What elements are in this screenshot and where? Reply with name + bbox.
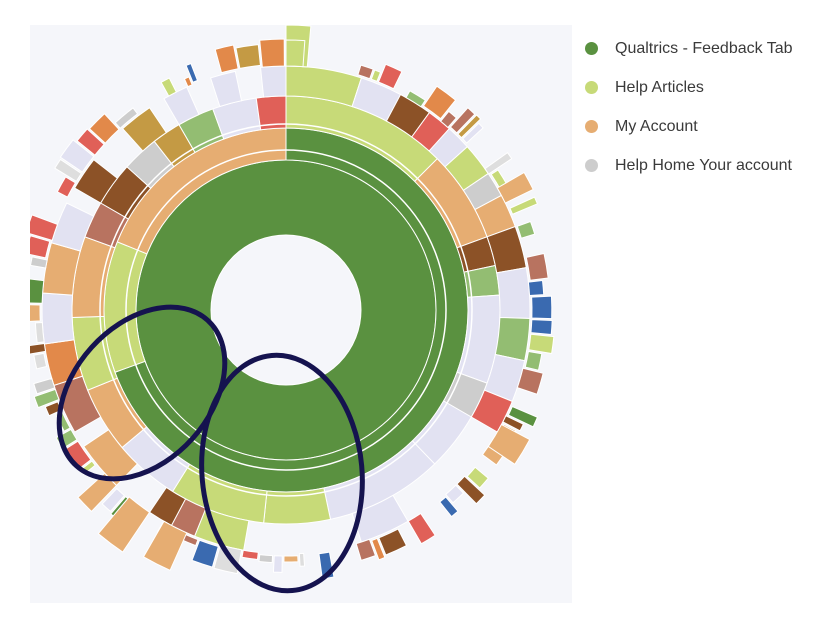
legend-label: Qualtrics - Feedback Tab — [615, 39, 793, 57]
ring-segment-outer[interactable] — [507, 405, 539, 428]
legend-label: Help Articles — [615, 78, 704, 96]
ring-segment-outer[interactable] — [407, 512, 436, 545]
ring-segment-outer[interactable] — [191, 539, 219, 568]
ring-segment-outer[interactable] — [33, 352, 48, 370]
ring-segment-outer[interactable] — [370, 69, 382, 83]
ring-segment-outer[interactable] — [160, 77, 177, 97]
ring-segment-outer[interactable] — [371, 537, 386, 561]
ring-segment-outer[interactable] — [258, 554, 274, 564]
ring-segment-outer[interactable] — [76, 128, 105, 156]
ring-segment-outer[interactable] — [378, 528, 408, 556]
ring-segment-outer[interactable] — [439, 496, 459, 518]
ring-segment-outer[interactable] — [405, 90, 426, 108]
ring-segment-outer[interactable] — [33, 388, 60, 409]
legend-swatch — [585, 42, 598, 55]
ring-segment-outer[interactable] — [528, 333, 555, 355]
ring-segment-outer[interactable] — [88, 113, 120, 144]
ring-segment-level4[interactable] — [74, 159, 119, 204]
ring-segment-outer[interactable] — [30, 342, 47, 356]
ring-segment-outer[interactable] — [516, 220, 536, 239]
legend-label: Help Home Your account — [615, 156, 792, 174]
ring-segment-outer[interactable] — [241, 549, 259, 561]
ring-segment-level4[interactable] — [41, 292, 75, 345]
ring-segment-outer[interactable] — [456, 475, 486, 505]
annotation-circle-bottom — [199, 352, 365, 594]
ring-segment-outer[interactable] — [377, 63, 403, 90]
ring-segment-outer[interactable] — [516, 367, 544, 395]
ring-segment-outer[interactable] — [34, 322, 45, 344]
ring-segment-spike[interactable] — [77, 472, 118, 513]
ring-segment-outer[interactable] — [101, 487, 126, 513]
legend-item[interactable]: Help Articles — [580, 68, 830, 107]
ring-segment-outer[interactable] — [272, 555, 283, 573]
ring-segment-outer[interactable] — [449, 107, 476, 134]
ring-segment-outer[interactable] — [30, 256, 48, 269]
ring-separator — [125, 149, 447, 471]
ring-segment-outer[interactable] — [484, 151, 513, 175]
ring-segment-outer[interactable] — [114, 107, 139, 129]
ring-segment-outer[interactable] — [183, 76, 193, 88]
ring-segment-spike[interactable] — [97, 496, 151, 553]
ring-segment-outer[interactable] — [54, 158, 83, 183]
ring-segment-outer[interactable] — [422, 85, 457, 120]
legend: Qualtrics - Feedback Tab Help Articles My … — [580, 29, 830, 185]
legend-item[interactable]: Qualtrics - Feedback Tab — [580, 29, 830, 68]
ring-segment-outer[interactable] — [527, 279, 545, 297]
ring-segment-outer[interactable] — [259, 38, 285, 68]
ring-segment-level4[interactable] — [259, 65, 287, 98]
ring-segment-outer[interactable] — [531, 295, 553, 320]
annotation-circle-left — [56, 304, 228, 482]
ring-segment-level4[interactable] — [122, 107, 168, 152]
ring-segment-outer[interactable] — [509, 196, 539, 215]
ring-segment-outer[interactable] — [355, 538, 377, 561]
legend-item[interactable]: My Account — [580, 107, 830, 146]
ring-segment-level4[interactable] — [494, 316, 531, 362]
ring-segment-spike[interactable] — [496, 171, 534, 204]
ring-segment-spike[interactable] — [142, 520, 188, 572]
sunburst-chart[interactable] — [30, 25, 572, 603]
legend-swatch — [585, 81, 598, 94]
ring-segment-spike[interactable] — [285, 39, 306, 68]
ring-segment-level4[interactable] — [470, 389, 513, 433]
ring-segment-outer[interactable] — [283, 555, 299, 563]
ring-segment-outer[interactable] — [525, 252, 549, 281]
legend-item[interactable]: Help Home Your account — [580, 146, 830, 185]
ring-segment-outer[interactable] — [235, 44, 261, 69]
ring-segment-outer[interactable] — [33, 377, 56, 395]
ring-segment-outer[interactable] — [439, 110, 458, 129]
ring-segment-outer[interactable] — [214, 44, 239, 74]
legend-label: My Account — [615, 117, 698, 135]
chart-panel — [30, 25, 572, 603]
ring-segment-level4[interactable] — [496, 267, 531, 320]
ring-segment-outer[interactable] — [462, 122, 484, 144]
ring-segment-spike[interactable] — [487, 423, 531, 466]
legend-swatch — [585, 120, 598, 133]
ring-segment-outer[interactable] — [524, 350, 543, 371]
ring-segment-outer[interactable] — [59, 139, 95, 173]
ring-segment-outer[interactable] — [30, 214, 59, 241]
ring-segment-outer[interactable] — [30, 304, 41, 322]
ring-segment-outer[interactable] — [298, 552, 306, 567]
legend-swatch — [585, 159, 598, 172]
ring-segment-outer[interactable] — [30, 277, 45, 304]
ring-segment-outer[interactable] — [466, 466, 489, 489]
ring-segment-level4[interactable] — [351, 494, 409, 543]
ring-segment-outer[interactable] — [357, 64, 374, 80]
ring-segment-outer[interactable] — [445, 484, 465, 504]
ring-segment-outer[interactable] — [30, 235, 51, 259]
ring-separator — [99, 123, 473, 497]
ring-segment-outer[interactable] — [56, 176, 77, 198]
ring-segment-outer[interactable] — [530, 319, 553, 335]
ring-segment-outer[interactable] — [185, 62, 199, 83]
ring-segment-outer[interactable] — [457, 114, 482, 139]
ring-segment-level4[interactable] — [209, 70, 243, 108]
ring-segment-outer[interactable] — [502, 415, 525, 432]
